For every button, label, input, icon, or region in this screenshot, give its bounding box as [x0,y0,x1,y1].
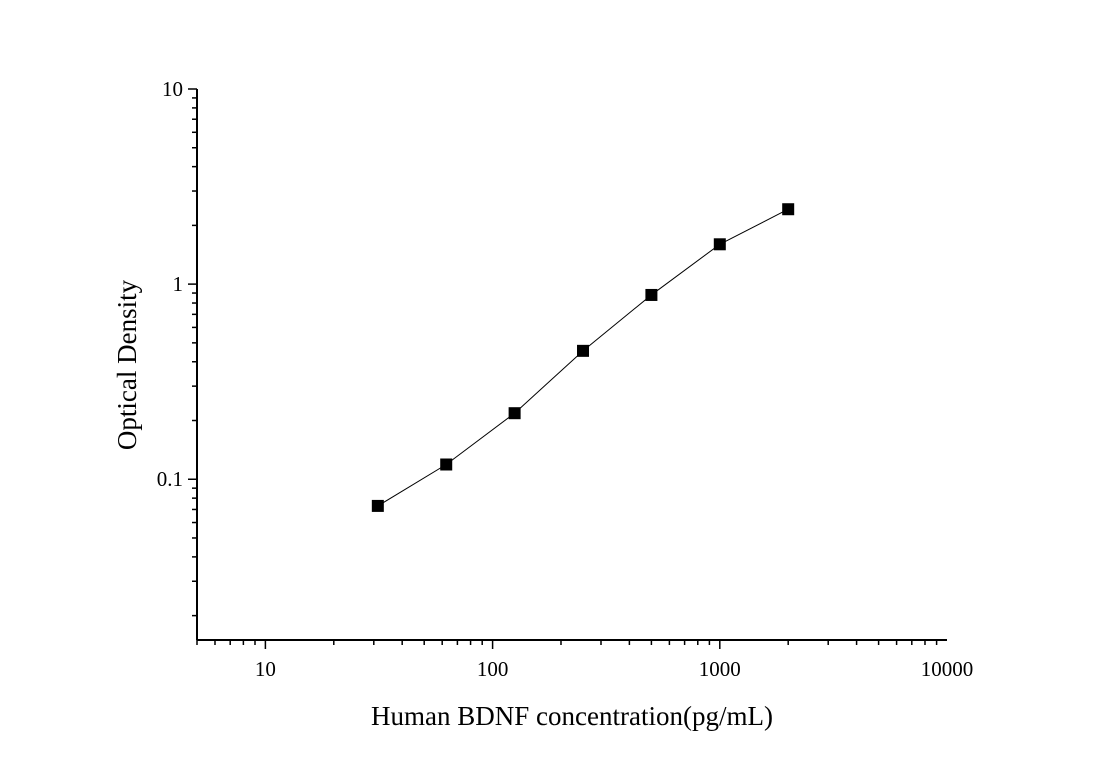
x-tick-label: 1000 [699,657,741,681]
x-axis-label: Human BDNF concentration(pg/mL) [371,701,773,731]
axes [196,89,947,641]
data-point-marker [508,407,521,420]
x-axis-tick-labels: 10 100 1000 10000 [255,657,973,681]
data-point-marker [645,288,658,301]
x-tick-label: 100 [477,657,509,681]
series-layer [371,203,795,512]
y-axis-tick-labels: 0.1 1 10 [157,77,183,491]
x-axis-ticks [196,640,938,649]
x-tick-label: 10 [255,657,276,681]
y-tick-label: 1 [173,272,184,296]
x-tick-label: 10000 [921,657,974,681]
y-axis-label: Optical Density [112,279,142,450]
data-point-marker [440,458,453,471]
data-point-marker [713,238,726,251]
y-tick-label: 0.1 [157,467,183,491]
data-point-marker [371,499,384,512]
series-line [377,208,789,507]
y-tick-label: 10 [162,77,183,101]
data-point-marker [782,203,795,216]
data-point-marker [577,344,590,357]
y-axis-ticks [188,88,197,617]
